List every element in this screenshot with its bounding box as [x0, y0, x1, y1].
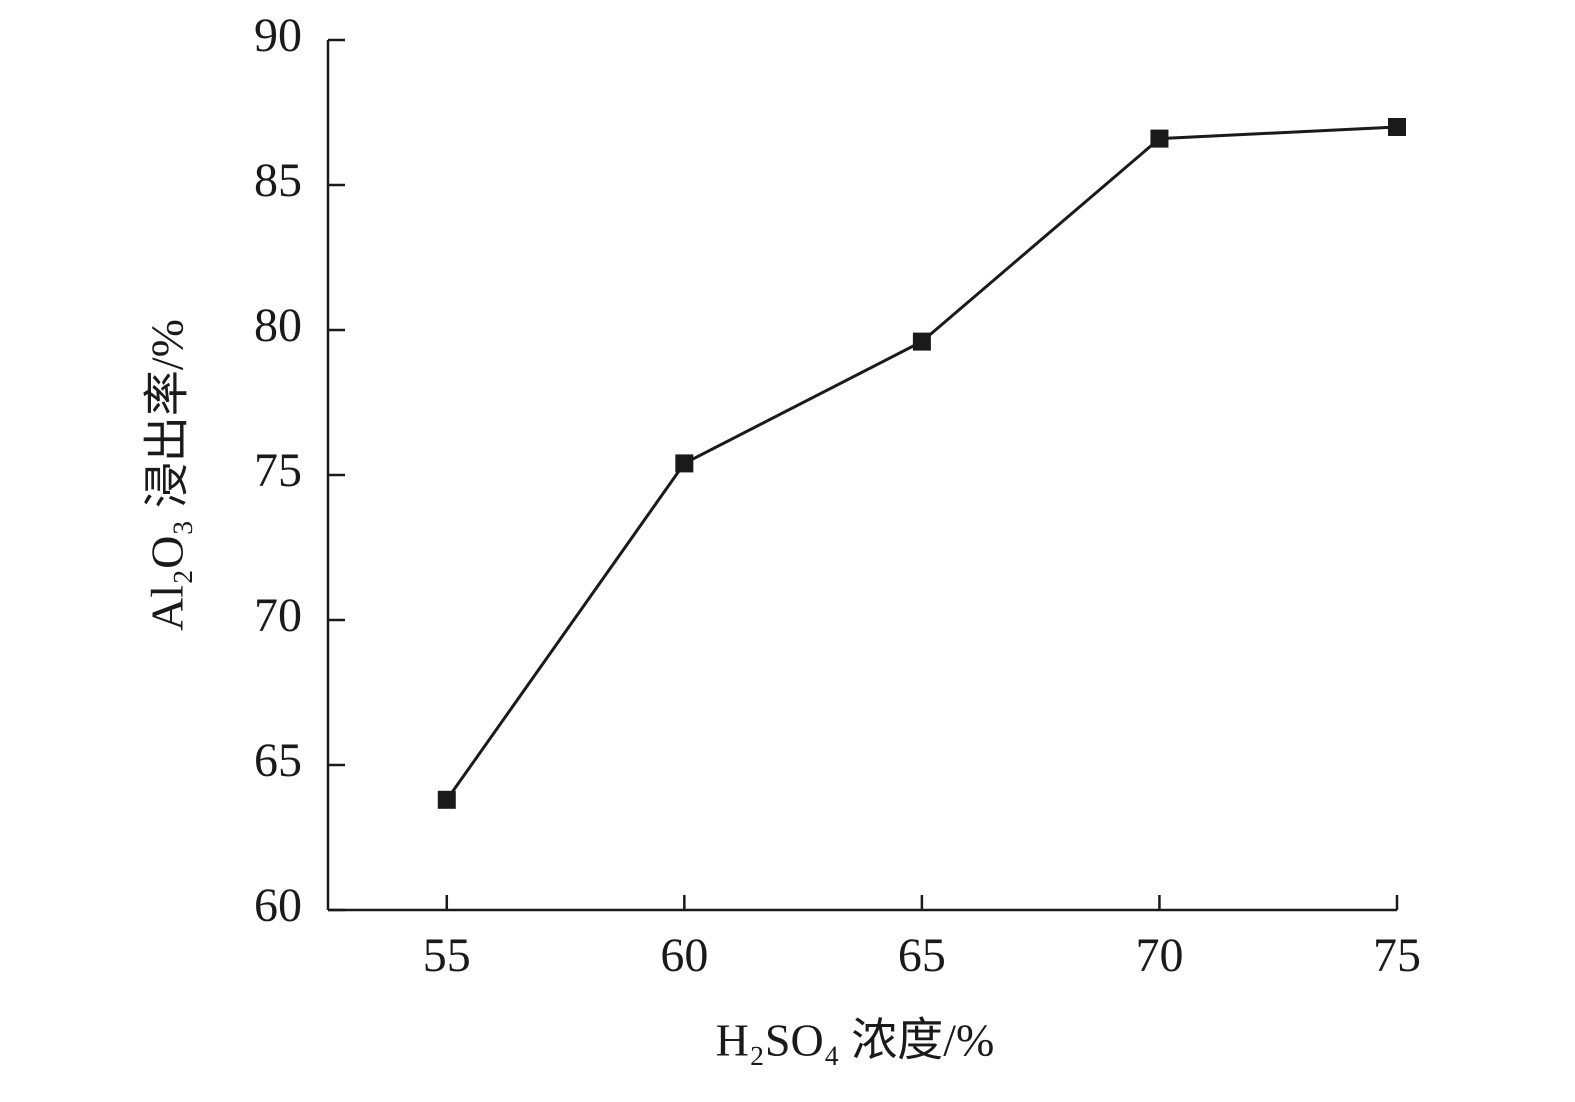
y-tick-label: 70: [254, 589, 302, 642]
x-tick-label: 60: [660, 929, 708, 982]
data-point: [1150, 129, 1169, 148]
data-point: [912, 332, 931, 351]
data-point: [675, 454, 694, 473]
x-tick-label: 70: [1135, 929, 1183, 982]
data-point: [1388, 118, 1406, 136]
x-axis-title: H₂SO₄ 浓度/%: [716, 1015, 995, 1066]
y-axis-title: Al₂O₃ 浸出率/%: [142, 319, 193, 631]
y-tick-label: 60: [254, 879, 302, 932]
y-tick-label: 65: [254, 734, 302, 787]
y-tick-label: 90: [254, 9, 302, 62]
y-tick-label: 80: [254, 299, 302, 352]
x-tick-label: 75: [1373, 929, 1421, 982]
data-line: [445, 125, 1398, 801]
x-tick-label: 55: [423, 929, 471, 982]
x-tick-label: 65: [898, 929, 946, 982]
y-tick-label: 85: [254, 154, 302, 207]
data-point: [437, 790, 456, 809]
y-tick-label: 75: [254, 444, 302, 497]
